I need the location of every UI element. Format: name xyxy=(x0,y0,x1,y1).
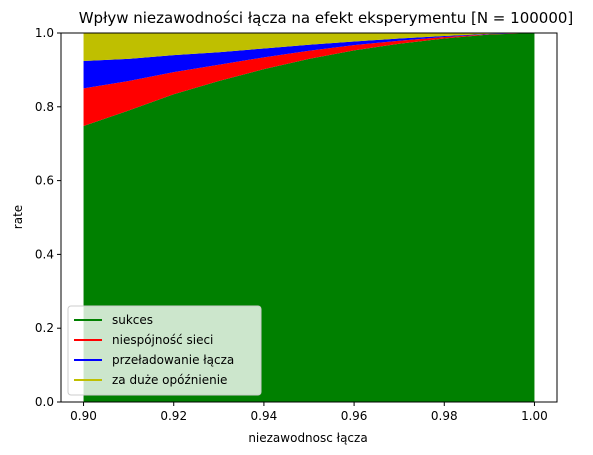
legend-label-1: niespójność sieci xyxy=(112,333,213,347)
x-tick-label: 0.94 xyxy=(251,409,278,423)
y-axis: 0.0 0.2 0.4 0.6 0.8 1.0 xyxy=(35,26,61,409)
x-tick-label: 0.90 xyxy=(70,409,97,423)
x-tick-label: 0.98 xyxy=(431,409,458,423)
y-tick-label: 1.0 xyxy=(35,26,54,40)
plot-frame xyxy=(60,32,558,403)
area-series-3 xyxy=(83,33,535,62)
x-tick-label: 0.92 xyxy=(160,409,187,423)
x-axis-title: niezawodnosc łącza xyxy=(248,431,367,445)
area-series-2 xyxy=(83,33,535,89)
legend-box xyxy=(67,305,262,396)
x-axis: 0.90 0.92 0.94 0.96 0.98 1.00 xyxy=(70,402,548,423)
x-tick-label: 1.00 xyxy=(521,409,548,423)
x-tick-label: 0.96 xyxy=(341,409,368,423)
chart-title: Wpływ niezawodności łącza na efekt ekspe… xyxy=(79,9,574,27)
legend-label-2: przeładowanie łącza xyxy=(112,353,234,367)
area-series-1 xyxy=(83,33,535,126)
y-axis-title: rate xyxy=(11,205,25,229)
legend: sukces niespójność sieci przeładowanie łąc… xyxy=(67,305,262,396)
y-tick-label: 0.2 xyxy=(35,321,54,335)
y-tick-label: 0.8 xyxy=(35,100,54,114)
y-tick-label: 0.0 xyxy=(35,395,54,409)
legend-label-0: sukces xyxy=(112,313,153,327)
y-tick-label: 0.4 xyxy=(35,247,54,261)
legend-label-3: za duże opóźnienie xyxy=(112,373,227,387)
y-tick-label: 0.6 xyxy=(35,174,54,188)
